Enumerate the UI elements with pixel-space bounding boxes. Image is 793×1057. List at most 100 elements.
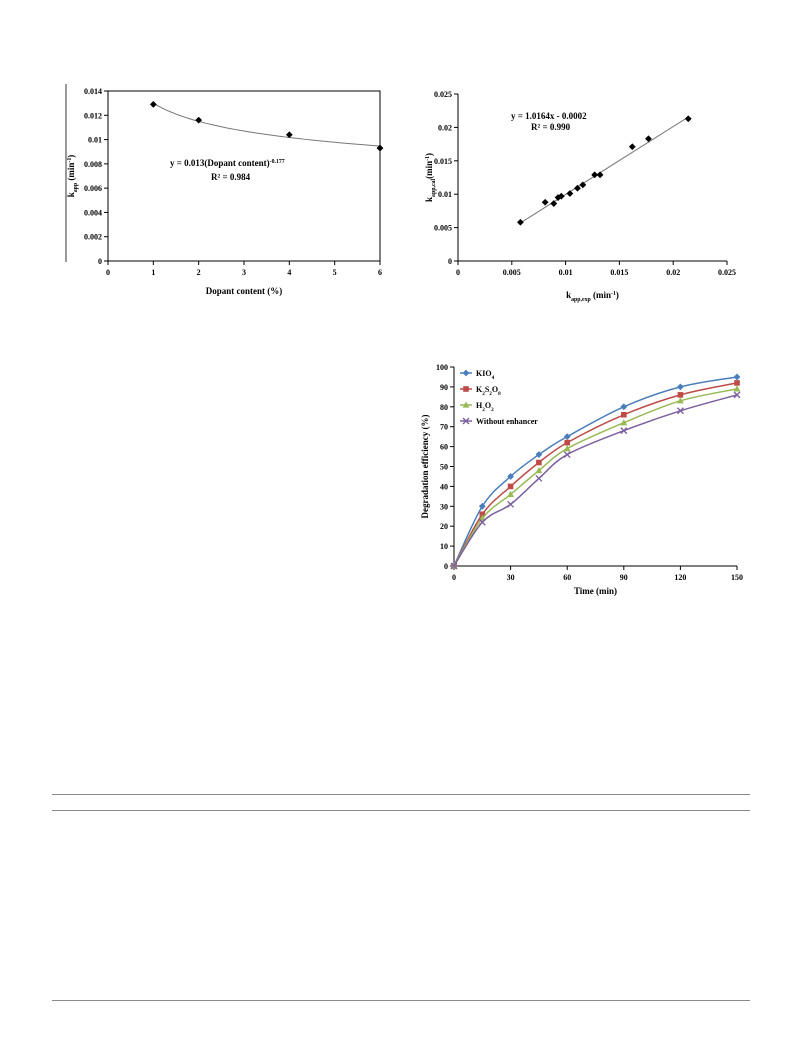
legend-label-part: O (492, 385, 498, 394)
y-tick-label: 0.002 (84, 233, 102, 242)
data-point (579, 181, 587, 189)
series-point (535, 451, 543, 458)
y-tick-label: 0.02 (438, 123, 452, 132)
y-tick-label: 90 (440, 383, 448, 392)
legend-marker (462, 417, 470, 425)
series-point (734, 380, 740, 386)
series-point (507, 500, 515, 508)
x-tick-label: 30 (507, 573, 515, 582)
legend-label: KIO4 (476, 369, 495, 381)
y-tick-label: 70 (440, 423, 448, 432)
x-label-exp: -1 (611, 291, 616, 297)
table-header-rule (52, 810, 750, 811)
series-point (563, 451, 571, 459)
legend-label-part: O (485, 401, 491, 410)
x-tick-label: 4 (287, 268, 291, 277)
series-point (733, 391, 741, 399)
series-point (677, 397, 684, 404)
x-tick-label: 6 (378, 268, 382, 277)
data-point (684, 115, 692, 123)
series-point (478, 514, 486, 521)
fit-equation-exponent: -0.177 (270, 159, 285, 165)
y-tick-label: 10 (440, 542, 448, 551)
legend-marker (462, 369, 470, 377)
series-point (620, 427, 628, 435)
y-tick-label: 0.014 (84, 87, 102, 96)
r-squared: R² = 0.984 (211, 172, 251, 182)
y-tick-label: 0.01 (88, 136, 102, 145)
fit-equation-text: y = 0.013(Dopant content) (170, 158, 270, 168)
y-tick-label: 0 (98, 257, 102, 266)
y-tick-label: 0.01 (438, 190, 452, 199)
x-label-unit: (min (591, 290, 611, 300)
chart-degradation-efficiency: 0 30 60 90 120 1500102030405060708090100KIO4K… (420, 363, 743, 596)
y-label-exp: -1 (67, 158, 73, 163)
table-bottom-rule (52, 1000, 750, 1001)
legend-label: H2O2 (476, 401, 494, 413)
y-label-unit: (min (66, 163, 76, 183)
y-tick-label: 0 (448, 257, 452, 266)
series-point (536, 459, 542, 466)
data-point (554, 194, 562, 201)
x-tick-label: 90 (620, 573, 628, 582)
legend-label: K2S2O8 (476, 385, 501, 397)
y-label-close: ) (66, 155, 76, 158)
y-axis-label: kapp (min-1) (66, 155, 79, 198)
y-tick-label: 80 (440, 403, 448, 412)
data-point (557, 192, 565, 200)
r-squared: R² = 0.990 (531, 122, 571, 132)
data-point (376, 144, 384, 152)
data-point (566, 190, 574, 197)
series-line (453, 382, 738, 567)
data-point (591, 171, 599, 179)
x-tick-label: 5 (333, 268, 337, 277)
x-axis-label: Time (min) (574, 586, 617, 596)
data-point (645, 135, 652, 143)
y-tick-label: 0.006 (84, 184, 102, 193)
legend-label-part: 2 (489, 391, 492, 397)
y-tick-label: 0.012 (84, 111, 102, 120)
series-point (621, 411, 627, 418)
legend-label: Without enhancer (476, 417, 538, 426)
y-label-main: k (66, 192, 76, 197)
series-point (563, 433, 571, 441)
x-tick-label: 0 (456, 268, 460, 277)
series-point (479, 511, 486, 518)
data-point (596, 171, 604, 179)
legend-marker (462, 401, 470, 408)
series-line (453, 376, 738, 567)
series-point (676, 407, 684, 415)
series-point (677, 392, 684, 398)
data-point (574, 184, 581, 192)
series-point (507, 473, 514, 480)
series-point (563, 444, 571, 452)
x-label-main: k (566, 290, 571, 300)
x-tick-label: 0.015 (610, 268, 628, 277)
series-point (620, 403, 628, 411)
x-tick-label: 150 (731, 573, 743, 582)
fit-curve (153, 102, 381, 147)
series-line (453, 388, 738, 567)
y-tick-label: 20 (440, 522, 448, 531)
x-tick-label: 0.025 (718, 268, 736, 277)
x-tick-label: 1 (151, 268, 155, 277)
x-tick-label: 3 (242, 268, 246, 277)
x-tick-label: 0 (106, 268, 110, 277)
x-tick-label: 120 (674, 573, 686, 582)
y-tick-label: 40 (440, 482, 448, 491)
data-point (628, 143, 636, 151)
y-label-unit: (min (424, 161, 434, 179)
x-tick-label: 0.005 (503, 268, 521, 277)
x-axis-label: Dopant content (%) (206, 286, 283, 296)
x-tick-label: 0.02 (666, 268, 680, 277)
series-point (478, 502, 486, 510)
y-label-exp: -1 (425, 156, 431, 161)
series-point (620, 419, 628, 426)
y-tick-label: 0.005 (434, 224, 452, 233)
y-tick-label: 0.004 (84, 208, 102, 217)
data-point (149, 100, 157, 108)
y-tick-label: 100 (436, 363, 448, 372)
series-point (564, 439, 570, 446)
series-point (478, 518, 486, 526)
legend-marker (463, 386, 469, 392)
